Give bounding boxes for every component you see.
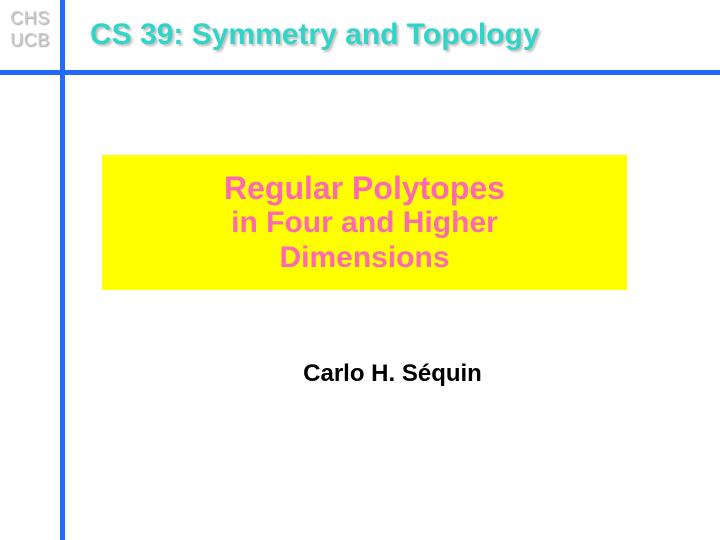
- page-header: CS 39: Symmetry and Topology: [90, 18, 540, 52]
- corner-line-1: CHS: [4, 8, 56, 30]
- horizontal-divider: [0, 70, 720, 75]
- vertical-divider: [60, 0, 65, 540]
- author-name: Carlo H. Séquin: [65, 360, 720, 388]
- title-line-3: Dimensions: [279, 241, 449, 276]
- title-box: Regular Polytopes in Four and Higher Dim…: [102, 155, 627, 290]
- corner-line-2: UCB: [4, 30, 56, 52]
- title-line-1: Regular Polytopes: [224, 170, 505, 207]
- corner-badge: CHS UCB: [4, 8, 56, 51]
- title-line-2: in Four and Higher: [231, 206, 498, 241]
